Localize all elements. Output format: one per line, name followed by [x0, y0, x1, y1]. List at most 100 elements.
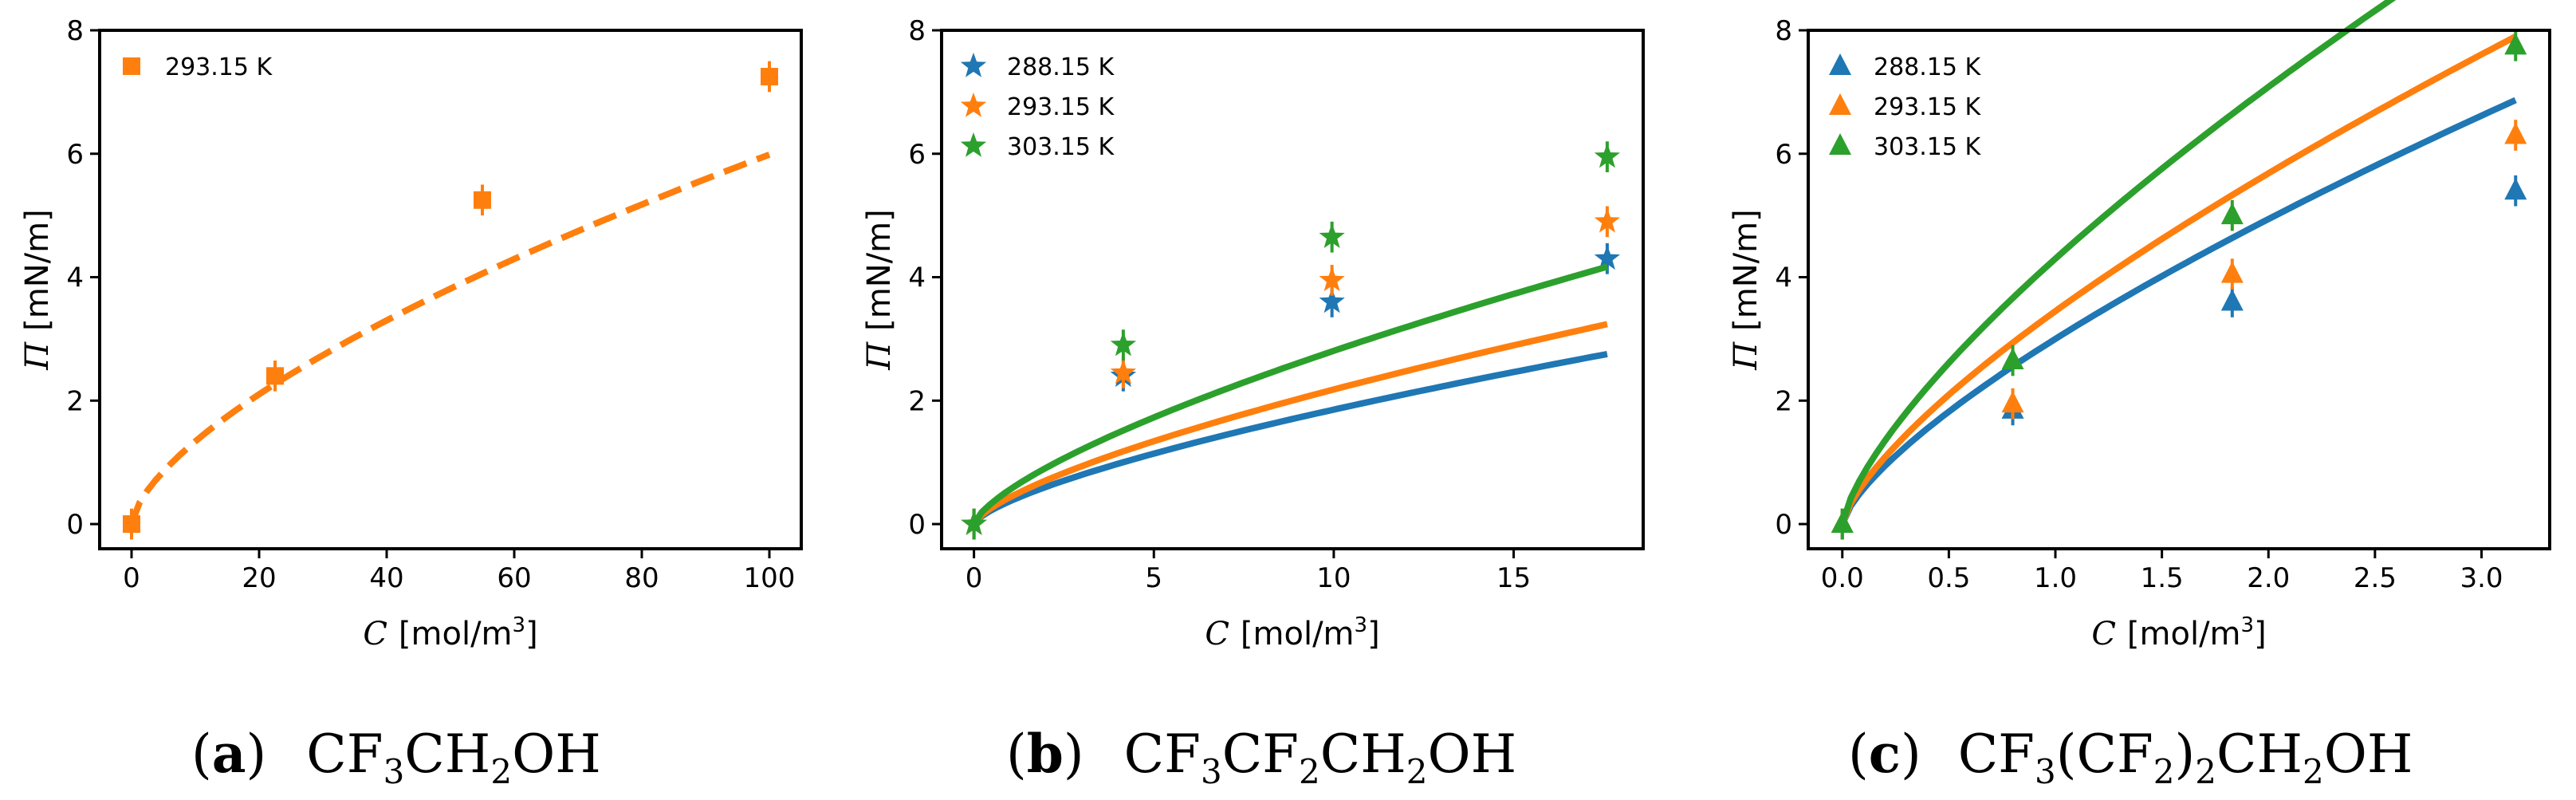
- x-tick-label: 10: [1316, 562, 1351, 594]
- x-tick-label: 0: [123, 562, 140, 594]
- y-tick-label: 6: [1775, 139, 1792, 171]
- legend-label: 288.15 K: [1874, 53, 1982, 81]
- panel-c-plot-area: [1831, 0, 2527, 540]
- y-tick-label: 4: [1775, 262, 1792, 294]
- x-tick-label: 80: [624, 562, 659, 594]
- panel-c-axes-frame: [1807, 29, 2551, 550]
- data-point: [1594, 207, 1620, 233]
- x-tick-label: 15: [1496, 562, 1531, 594]
- x-tick-label: 0.5: [1927, 562, 1970, 594]
- x-tick-label: 0.0: [1821, 562, 1864, 594]
- panel-b-caption: (b) CF3CF2CH2OH: [1006, 723, 1516, 791]
- fit-curve-30315: [971, 263, 1609, 526]
- legend-label: 303.15 K: [1007, 133, 1115, 161]
- data-point: [961, 510, 987, 535]
- legend-marker: [1829, 53, 1851, 75]
- data-point: [2220, 261, 2244, 283]
- legend-marker: [960, 93, 987, 117]
- x-tick-label: 60: [497, 562, 531, 594]
- data-point: [266, 367, 284, 385]
- x-tick-label: 1.0: [2034, 562, 2077, 594]
- panel-a-plot-area: [123, 61, 778, 540]
- x-tick-label: 3.0: [2460, 562, 2503, 594]
- fit-curve-29315: [1839, 33, 2518, 526]
- panel-a-caption: (a) CF3CH2OH: [191, 723, 601, 791]
- data-point: [2504, 178, 2527, 200]
- x-tick-label: 40: [369, 562, 403, 594]
- data-point: [1594, 245, 1620, 270]
- data-point: [2220, 289, 2244, 311]
- panel-b-y-axis-label: Π[mN/m]: [861, 209, 898, 370]
- data-point: [2001, 347, 2024, 369]
- data-point: [1831, 511, 1854, 534]
- y-tick-label: 8: [1775, 15, 1792, 47]
- data-point: [1319, 288, 1345, 313]
- panel-b: 0 5 10 15 0 2 4 6 8 288.15 K 293.15 K 303.15 K C [m…: [861, 15, 1645, 791]
- y-tick-label: 2: [66, 385, 84, 417]
- data-point: [474, 191, 491, 209]
- x-tick-label: 2.5: [2354, 562, 2397, 594]
- x-tick-label: 2.0: [2247, 562, 2290, 594]
- y-tick-label: 4: [908, 262, 926, 294]
- fit-curve-28815: [971, 350, 1608, 526]
- panel-b-legend: 288.15 K 293.15 K 303.15 K: [960, 53, 1115, 161]
- x-tick-label: 1.5: [2141, 562, 2184, 594]
- data-point: [2504, 33, 2527, 55]
- data-point: [2220, 203, 2244, 225]
- data-point: [1110, 331, 1137, 357]
- panel-b-x-axis-label: C [mol/m3]: [1205, 613, 1379, 652]
- x-tick-label: 0: [966, 562, 983, 594]
- data-point: [2001, 391, 2024, 413]
- panel-c-y-axis-label: Π[mN/m]: [1728, 209, 1764, 370]
- panel-b-axes-frame: [940, 29, 1645, 550]
- fit-curve-29315: [128, 152, 771, 526]
- y-tick-label: 6: [908, 139, 926, 171]
- panel-c-x-axis-label: C [mol/m3]: [2091, 613, 2266, 652]
- y-tick-label: 0: [908, 509, 926, 541]
- legend-label: 288.15 K: [1007, 53, 1115, 81]
- x-tick-label: 100: [744, 562, 796, 594]
- legend-marker: [960, 132, 987, 157]
- fit-curve-29315: [971, 321, 1608, 526]
- y-tick-label: 2: [908, 385, 926, 417]
- y-tick-label: 4: [66, 262, 84, 294]
- fit-curve-30315: [1839, 0, 2397, 526]
- legend-label: 293.15 K: [1007, 93, 1115, 121]
- legend-label: 293.15 K: [1874, 93, 1982, 121]
- panel-c-legend: 288.15 K 293.15 K 303.15 K: [1829, 53, 1982, 161]
- panel-a-axes-frame: [98, 29, 803, 550]
- panel-a: 0 20 40 60 80 100 0 2 4 6 8 293.15 K C [mol/m3] Π[m…: [19, 15, 803, 791]
- panel-c: 0.0 0.5 1.0 1.5 2.0 2.5 3.0 0 2 4 6 8 288.15 K 293.1…: [1728, 0, 2551, 791]
- data-point: [2504, 122, 2527, 144]
- panel-c-ticks: 0.0 0.5 1.0 1.5 2.0 2.5 3.0 0 2 4 6 8: [1775, 15, 2503, 594]
- y-tick-label: 6: [66, 139, 84, 171]
- panel-a-ticks: 0 20 40 60 80 100 0 2 4 6 8: [66, 15, 795, 594]
- y-tick-label: 0: [1775, 509, 1792, 541]
- legend-marker: [960, 53, 987, 77]
- legend-marker: [123, 57, 140, 75]
- y-tick-label: 8: [908, 15, 926, 47]
- data-point: [1319, 223, 1345, 248]
- legend-label: 303.15 K: [1874, 133, 1982, 161]
- data-point: [1319, 266, 1345, 292]
- data-point: [123, 515, 140, 534]
- y-tick-label: 2: [1775, 385, 1792, 417]
- panel-b-plot-area: [961, 141, 1620, 540]
- data-point: [761, 68, 778, 86]
- data-point: [1594, 143, 1620, 168]
- legend-marker: [1829, 93, 1851, 115]
- fit-curve-28815: [1839, 97, 2517, 526]
- panel-a-y-axis-label: Π[mN/m]: [19, 209, 56, 370]
- legend-label: 293.15 K: [165, 53, 273, 81]
- panel-b-ticks: 0 5 10 15 0 2 4 6 8: [908, 15, 1531, 594]
- legend-marker: [1829, 133, 1851, 155]
- x-tick-label: 20: [242, 562, 276, 594]
- panel-c-caption: (c) CF3(CF2)2CH2OH: [1848, 723, 2413, 791]
- y-tick-label: 8: [66, 15, 84, 47]
- y-tick-label: 0: [66, 509, 84, 541]
- x-tick-label: 5: [1145, 562, 1162, 594]
- data-point: [1110, 359, 1137, 384]
- panel-a-x-axis-label: C [mol/m3]: [363, 613, 537, 652]
- panel-a-legend: 293.15 K: [123, 53, 273, 81]
